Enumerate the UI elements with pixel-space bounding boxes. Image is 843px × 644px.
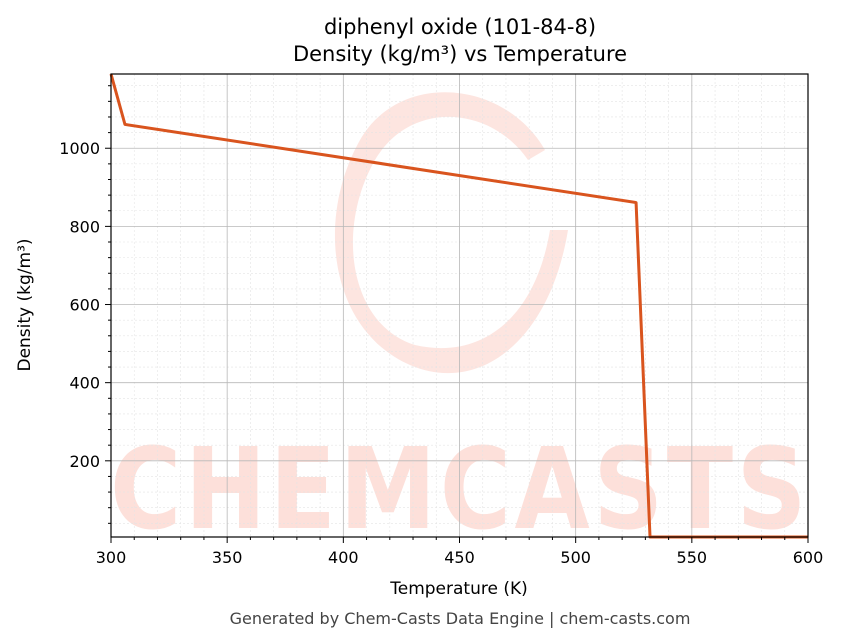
watermark-swirl: [334, 92, 568, 374]
footer-credit: Generated by Chem-Casts Data Engine | ch…: [230, 609, 691, 628]
chart-title-line1: diphenyl oxide (101-84-8): [324, 15, 596, 39]
x-axis-label: Temperature (K): [389, 579, 528, 599]
x-tick-label: 450: [444, 548, 475, 567]
x-tick-label: 600: [793, 548, 824, 567]
x-tick-label: 500: [560, 548, 591, 567]
y-tick-label: 800: [69, 217, 100, 236]
y-axis-ticks: 200 400 600 800 1000: [59, 85, 111, 524]
watermark-text: CHEMCASTS: [110, 425, 810, 555]
y-tick-label: 1000: [59, 139, 100, 158]
x-tick-label: 550: [677, 548, 708, 567]
y-tick-label: 600: [69, 296, 100, 315]
chart-title-line2: Density (kg/m³) vs Temperature: [293, 42, 627, 66]
x-tick-label: 400: [328, 548, 359, 567]
x-tick-label: 300: [96, 548, 127, 567]
y-axis-label: Density (kg/m³): [15, 238, 35, 371]
y-tick-label: 400: [69, 374, 100, 393]
watermark: CHEMCASTS: [110, 92, 810, 555]
y-tick-label: 200: [69, 452, 100, 471]
x-axis-ticks: 300 350 400 450 500 550 600: [96, 537, 824, 567]
x-tick-label: 350: [212, 548, 243, 567]
